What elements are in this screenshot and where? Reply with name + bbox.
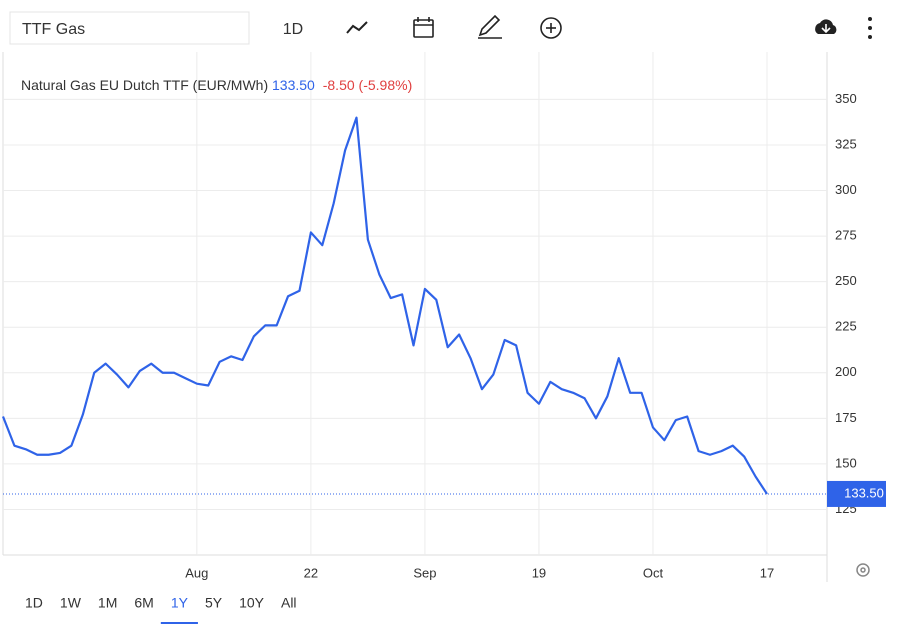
y-tick-label: 275: [835, 228, 857, 243]
x-tick-label: 19: [532, 565, 546, 580]
title-text: Natural Gas EU Dutch TTF (EUR/MWh): [21, 77, 268, 93]
y-tick-label: 175: [835, 410, 857, 425]
search-box[interactable]: [9, 11, 250, 45]
y-tick-label: 250: [835, 273, 857, 288]
range-button[interactable]: 1D: [25, 595, 43, 611]
x-tick-label: Oct: [643, 565, 664, 580]
range-button[interactable]: 5Y: [205, 595, 223, 611]
last-price-label: 133.50: [844, 485, 884, 500]
last-price: 133.50: [272, 77, 315, 93]
y-tick-label: 225: [835, 319, 857, 334]
download-icon[interactable]: [815, 19, 837, 34]
price-change-pct: (-5.98%): [359, 77, 413, 93]
range-button[interactable]: 1W: [60, 595, 82, 611]
x-tick-label: Sep: [413, 565, 436, 580]
add-icon[interactable]: [540, 17, 562, 39]
y-tick-label: 150: [835, 455, 857, 470]
y-tick-label: 200: [835, 364, 857, 379]
range-button[interactable]: 1M: [98, 595, 117, 611]
range-bar: 1D 1W 1M 6M 1Y 5Y 10Y All: [25, 595, 297, 624]
x-tick-label: 17: [760, 565, 774, 580]
search-text[interactable]: TTF Gas: [22, 21, 85, 38]
draw-icon[interactable]: [478, 14, 502, 39]
range-button[interactable]: 1Y: [171, 595, 189, 611]
chart-title: Natural Gas EU Dutch TTF (EUR/MWh) 133.5…: [21, 77, 412, 93]
last-price-tag: [827, 480, 886, 507]
price-change: -8.50: [323, 77, 355, 93]
menu-icon[interactable]: [868, 17, 872, 39]
price-line: [1, 116, 768, 495]
x-tick-label: 22: [304, 565, 318, 580]
settings-icon[interactable]: [856, 563, 870, 577]
range-button[interactable]: 6M: [134, 595, 153, 611]
range-button[interactable]: All: [281, 595, 297, 611]
y-tick-label: 325: [835, 136, 857, 151]
y-tick-label: 300: [835, 182, 857, 197]
y-tick-label: 350: [835, 91, 857, 106]
chart-type-icon[interactable]: [346, 21, 368, 34]
range-button[interactable]: 10Y: [239, 595, 265, 611]
calendar-icon[interactable]: [413, 17, 434, 38]
x-tick-label: Aug: [185, 565, 208, 580]
interval-button[interactable]: 1D: [283, 21, 303, 38]
